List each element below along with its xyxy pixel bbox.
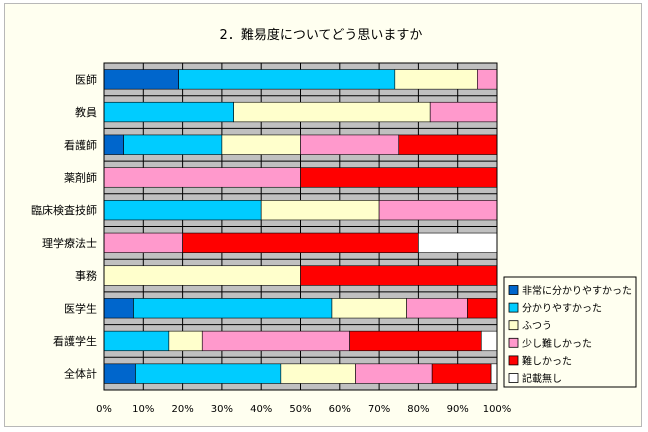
bar-segment [398,134,498,155]
category-label: 薬剤師 [64,170,97,184]
bar-segment [103,363,136,384]
bar-segment [378,200,498,221]
plot-border [103,62,498,391]
bar-segment [429,101,498,123]
bar-segment [201,330,350,352]
bar-segment [103,200,262,221]
bar-segment [300,134,400,155]
bar-segment [133,298,333,319]
bar-segment [233,101,431,123]
bar-segment [300,265,498,286]
stacked-bar-chart: 2．難易度についてどう思いますか 医師教員看護師薬剤師臨床検査技師理学療法士事務… [31,27,637,415]
bar-segment [103,232,183,253]
category-label: 全体計 [64,367,97,381]
bar-segment [480,330,498,352]
bar-segment [300,167,498,188]
x-tick-label: 0% [96,404,112,415]
bar-segment [168,330,203,352]
category-label: 医学生 [64,301,97,315]
legend-label: 分かりやすかった [522,303,602,315]
bar-segment [103,101,234,123]
bar-segment [406,298,468,319]
bar-segment [331,298,407,319]
bar-segment [349,330,482,352]
legend-swatch [508,355,519,366]
category-label: 看護師 [64,138,97,152]
bar-segment [182,232,419,253]
x-tick-label: 100% [483,404,512,415]
chart-title: 2．難易度についてどう思いますか [220,27,423,43]
bar-segment [135,363,282,384]
x-tick-label: 50% [289,404,311,415]
legend-label: 記載無し [522,372,562,385]
bar-segment [178,69,396,90]
bar-segment [103,134,124,155]
x-tick-label: 70% [368,404,390,415]
bar-segment [123,134,223,155]
legend-swatch [508,337,519,348]
x-tick-label: 90% [447,404,469,415]
bar-segment [355,363,433,384]
chart-frame: 2．難易度についてどう思いますか 医師教員看護師薬剤師臨床検査技師理学療法士事務… [4,3,642,427]
legend-swatch [508,285,519,295]
x-tick-label: 40% [250,404,272,415]
bar-segment [260,200,380,221]
bar-segment [490,363,498,384]
legend-label: ふつう [522,320,552,332]
legend-label: 非常に分かりやすかった [522,284,632,297]
bar-segment [467,298,498,319]
x-tick-label: 60% [329,404,351,415]
bar-segment [477,69,498,90]
legend-swatch [508,320,519,331]
bar-segment [280,363,356,384]
bar-segment [103,167,301,188]
x-tick-label: 30% [211,404,233,415]
category-label: 医師 [75,73,97,86]
x-tick-label: 20% [171,404,193,415]
legend-label: 難しかった [522,354,572,367]
bar-segment [103,69,179,90]
legend-box [503,276,637,388]
category-label: 看護学生 [53,334,97,348]
bar-segment [431,363,492,384]
category-label: 教員 [75,106,97,119]
legend-swatch [508,302,519,313]
category-label: 理学療法士 [42,236,97,250]
bar-segment [103,265,301,286]
legend-label: 少し難しかった [522,337,592,350]
bar-segment [418,232,498,253]
legend-swatch [508,373,519,383]
category-label: 事務 [75,269,97,283]
bar-segment [394,69,478,90]
bar-segment [103,330,170,352]
bar-segment [103,298,134,319]
bar-segment [221,134,301,155]
x-tick-label: 80% [407,404,429,415]
x-tick-label: 10% [132,404,154,415]
category-label: 臨床検査技師 [31,203,97,217]
